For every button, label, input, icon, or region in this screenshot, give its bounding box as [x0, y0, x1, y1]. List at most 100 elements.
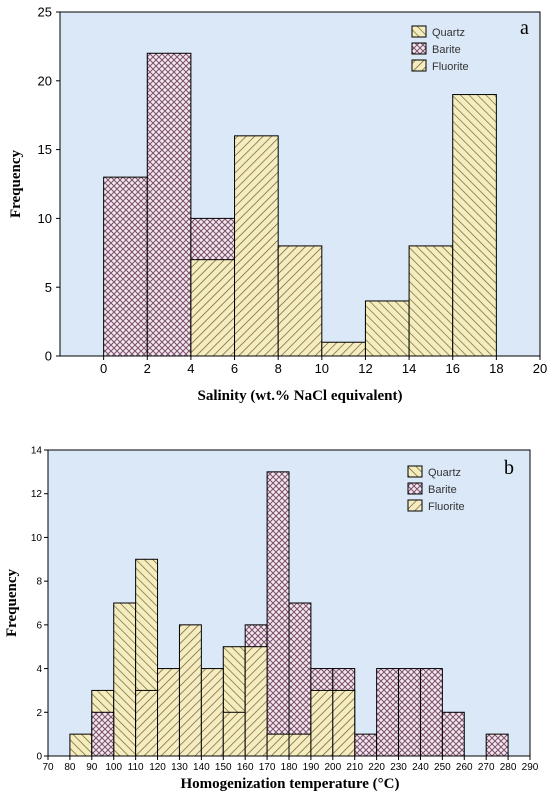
x-tick-label-b: 260: [456, 762, 473, 773]
bar-barite-b-7: [376, 668, 400, 757]
panel-label-a: a: [520, 17, 529, 39]
bar-barite-b-6: [354, 733, 378, 757]
x-tick-label-b: 110: [128, 762, 144, 773]
x-tick-label-b: 180: [281, 762, 298, 773]
x-tick-label-b: 100: [105, 762, 122, 773]
panel-b-chart: 70 80 90 100 110 120 130 140 150 160 170 180 190 200 2…: [4, 446, 539, 793]
legend-label-fluorite-a: Fluorite: [432, 61, 469, 73]
bar-quartz-a-2: [452, 94, 497, 357]
bars-b: [69, 471, 509, 757]
bar-fluorite-a-3: [321, 341, 366, 357]
y-tick-label-a: 15: [38, 142, 52, 157]
y-axis-title-a: Frequency: [8, 149, 24, 218]
y-tick-label-b: 2: [36, 708, 42, 719]
bar-fluorite-b-7: [288, 733, 312, 757]
x-tick-label-b: 80: [64, 762, 76, 773]
x-tick-label-b: 190: [303, 762, 320, 773]
bar-fluorite-b-9: [332, 689, 356, 757]
x-tick-label-a: 12: [358, 361, 372, 376]
x-tick-label-b: 70: [42, 762, 54, 773]
x-tick-label-a: 6: [231, 361, 238, 376]
bar-barite-b-8: [398, 668, 421, 757]
y-tick-label-b: 8: [36, 577, 42, 588]
bar-barite-b-10: [441, 711, 465, 757]
bar-quartz-b-0: [69, 733, 93, 757]
x-tick-label-b: 290: [522, 762, 539, 773]
x-tick-label-b: 250: [434, 762, 451, 773]
x-tick-label-b: 140: [193, 762, 210, 773]
bar-barite-b-11: [485, 733, 509, 757]
y-tick-label-b: 10: [31, 533, 43, 544]
x-tick-label-a: 14: [402, 361, 416, 376]
bar-quartz-b-2: [113, 602, 137, 757]
legend-a: Quartz Barite Fluorite: [411, 25, 469, 73]
bar-fluorite-b-8: [310, 689, 334, 757]
x-tick-label-b: 200: [324, 762, 341, 773]
bar-fluorite-b-0: [135, 689, 159, 757]
bar-fluorite-b-3: [200, 668, 224, 757]
bar-fluorite-b-4: [222, 711, 246, 757]
y-tick-label-a: 0: [45, 349, 52, 364]
x-tick-label-a: 0: [100, 361, 107, 376]
x-tick-label-a: 16: [445, 361, 459, 376]
legend-label-quartz-a: Quartz: [432, 27, 465, 39]
bar-fluorite-a-1: [234, 135, 279, 357]
x-tick-label-a: 20: [533, 361, 547, 376]
y-tick-label-b: 0: [36, 752, 42, 763]
axes-a: 0 2 4 6 8 10 12 14 16 18 20 0 5 10 15 20 25: [38, 5, 548, 376]
x-tick-label-b: 210: [346, 762, 363, 773]
x-tick-label-a: 10: [315, 361, 329, 376]
y-tick-label-b: 6: [36, 620, 42, 631]
x-tick-label-b: 230: [390, 762, 407, 773]
legend-label-fluorite-b: Fluorite: [428, 501, 465, 513]
panel-label-b: b: [504, 457, 514, 479]
y-tick-label-b: 12: [31, 489, 43, 500]
y-tick-label-a: 25: [38, 5, 52, 20]
x-tick-label-b: 90: [86, 762, 98, 773]
bars-a: [103, 52, 497, 357]
x-axis-title-b: Homogenization temperature (°C): [180, 776, 399, 792]
legend-label-quartz-b: Quartz: [428, 467, 461, 479]
x-tick-label-a: 8: [275, 361, 282, 376]
legend-swatch-barite-a: [411, 42, 427, 55]
x-tick-label-b: 270: [478, 762, 495, 773]
legend-swatch-quartz-b: [407, 465, 423, 478]
x-tick-label-b: 280: [500, 762, 517, 773]
legend-b: Quartz Barite Fluorite: [407, 465, 465, 513]
x-tick-label-b: 120: [149, 762, 166, 773]
y-tick-label-a: 10: [38, 211, 52, 226]
bar-fluorite-b-6: [266, 733, 290, 757]
x-tick-label-b: 130: [171, 762, 188, 773]
legend-label-barite-a: Barite: [432, 44, 461, 56]
legend-swatch-fluorite-a: [411, 59, 427, 72]
bar-fluorite-b-2: [178, 624, 202, 757]
panel-a-chart: 0 2 4 6 8 10 12 14 16 18 20 0 5 10 15 20 25 a Quartz Bari…: [8, 5, 547, 404]
bar-quartz-a-0: [364, 300, 410, 357]
y-tick-label-b: 14: [31, 446, 43, 457]
bar-quartz-a-1: [408, 245, 454, 357]
x-tick-label-a: 18: [489, 361, 503, 376]
x-tick-label-b: 170: [259, 762, 276, 773]
bar-fluorite-b-5: [244, 646, 268, 757]
legend-label-barite-b: Barite: [428, 484, 457, 496]
bar-barite-a-1: [146, 52, 192, 357]
legend-swatch-barite-b: [407, 482, 423, 495]
x-tick-label-a: 2: [144, 361, 151, 376]
bar-fluorite-a-0: [190, 259, 236, 357]
x-tick-label-b: 240: [412, 762, 429, 773]
bar-barite-b-0: [91, 711, 115, 757]
bar-fluorite-b-1: [157, 668, 180, 757]
legend-swatch-fluorite-b: [407, 499, 423, 512]
bar-fluorite-a-2: [277, 245, 323, 357]
bar-barite-a-0: [103, 176, 148, 357]
bar-barite-b-9: [419, 668, 443, 757]
x-tick-label-b: 220: [368, 762, 385, 773]
y-tick-label-b: 4: [36, 664, 42, 675]
x-tick-label-a: 4: [187, 361, 194, 376]
x-tick-label-b: 150: [215, 762, 232, 773]
y-tick-label-a: 5: [45, 280, 52, 295]
axes-b: 70 80 90 100 110 120 130 140 150 160 170 180 190 200 2…: [31, 446, 539, 774]
y-tick-label-a: 20: [38, 73, 52, 88]
y-axis-title-b: Frequency: [4, 568, 20, 637]
